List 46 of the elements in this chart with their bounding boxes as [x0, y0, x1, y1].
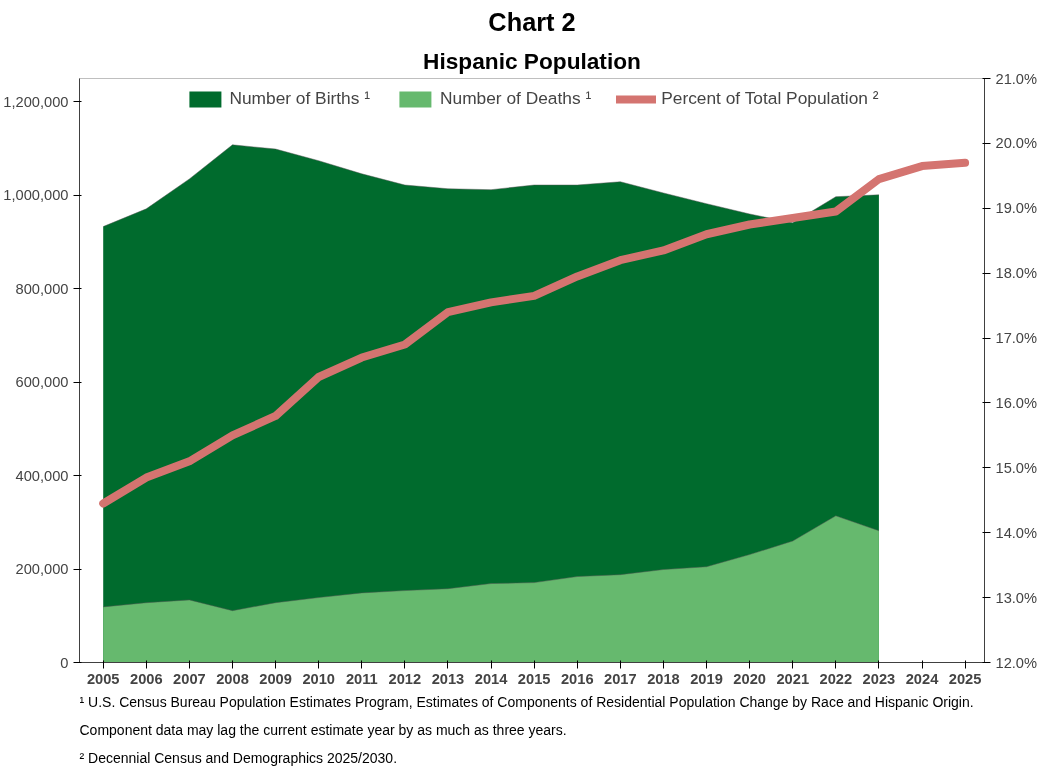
y2-tick-label: 20.0% — [995, 135, 1038, 152]
y-tick-label: 1,200,000 — [3, 93, 69, 110]
x-tick-label: 2008 — [216, 670, 249, 687]
x-tick-label: 2012 — [388, 670, 422, 687]
x-tick-label: 2010 — [302, 670, 335, 687]
y2-tick-label: 14.0% — [995, 524, 1038, 541]
x-tick-label: 2022 — [819, 670, 853, 687]
chart-title: Chart 2 — [488, 7, 576, 36]
x-tick-label: 2019 — [690, 670, 723, 687]
y2-tick-label: 18.0% — [995, 265, 1038, 282]
y2-tick-label: 16.0% — [995, 394, 1038, 411]
chart-subtitle: Hispanic Population — [423, 47, 641, 74]
x-tick-label: 2015 — [517, 670, 551, 687]
x-tick-label: 2007 — [173, 670, 206, 687]
y2-tick-label: 13.0% — [995, 589, 1038, 606]
x-tick-label: 2005 — [86, 670, 120, 687]
y2-tick-label: 12.0% — [995, 654, 1038, 671]
x-tick-label: 2020 — [733, 670, 766, 687]
legend-label: Percent of Total Population ² — [661, 88, 879, 109]
y2-tick-label: 17.0% — [995, 330, 1038, 347]
y-tick-label: 600,000 — [15, 374, 69, 391]
x-tick-label: 2016 — [560, 670, 594, 687]
text: ² Decennial Census and Demographics 2025/2030. — [79, 749, 398, 766]
y-tick-label: 400,000 — [15, 467, 69, 484]
x-tick-label: 2023 — [862, 670, 896, 687]
x-tick-label: 2011 — [345, 670, 378, 687]
x-tick-label: 2013 — [431, 670, 465, 687]
x-tick-label: 2025 — [948, 670, 982, 687]
y-tick-label: 800,000 — [15, 280, 69, 297]
x-tick-label: 2018 — [647, 670, 680, 687]
x-tick-label: 2006 — [130, 670, 163, 687]
text: Component data may lag the current estimate year by as much as three years. — [79, 721, 567, 738]
x-tick-label: 2021 — [776, 670, 810, 687]
text: ¹ U.S. Census Bureau Population Estimates Program, Estimates of Components of Residential Population Change by Race and Hispanic Origin. — [79, 693, 974, 710]
legend-label: Number of Deaths ¹ — [440, 88, 592, 109]
x-tick-label: 2009 — [259, 670, 292, 687]
y2-tick-label: 19.0% — [995, 200, 1038, 217]
x-tick-label: 2017 — [604, 670, 637, 687]
y-tick-label: 200,000 — [15, 561, 69, 578]
y-tick-label: 1,000,000 — [3, 187, 69, 204]
y-tick-label: 0 — [60, 654, 69, 671]
x-tick-label: 2024 — [905, 670, 940, 687]
legend-label: Number of Births ¹ — [229, 88, 370, 109]
y2-tick-label: 15.0% — [995, 459, 1038, 476]
y2-tick-label: 21.0% — [995, 70, 1038, 87]
x-tick-label: 2014 — [474, 670, 509, 687]
